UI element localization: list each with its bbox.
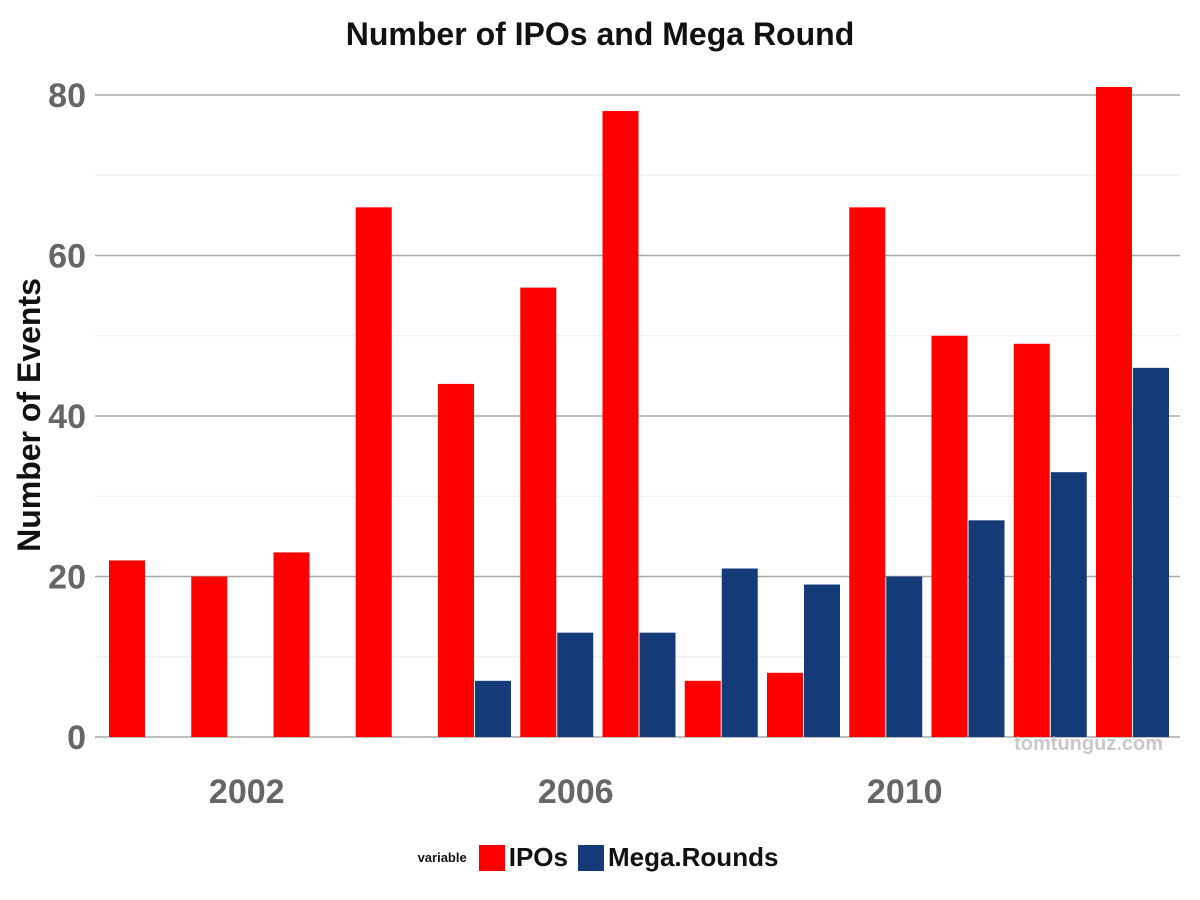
legend-swatch-mega-rounds [577,844,604,871]
bar-ipos-2006 [520,287,557,737]
watermark: tomtunguz.com [1014,733,1163,755]
bar-mega-rounds-2010 [886,576,923,737]
bar-ipos-2003 [273,552,310,737]
y-axis-label: Number of Events [11,278,47,552]
bar-ipos-2011 [931,335,968,737]
legend: variable IPOs Mega.Rounds [0,842,1200,873]
bar-mega-rounds-2006 [557,632,594,737]
bar-mega-rounds-2005 [475,680,511,737]
bar-ipos-2009 [767,672,803,737]
bar-ipos-2012 [1013,343,1050,737]
bars [109,86,1169,738]
bar-mega-rounds-2009 [804,584,840,737]
bar-mega-rounds-2013 [1133,367,1169,737]
legend-item-mega-rounds: Mega.Rounds [577,842,779,873]
x-tick-label: 2002 [209,773,285,811]
y-tick-label: 80 [48,77,86,115]
x-tick-label: 2010 [867,773,943,811]
bar-ipos-2005 [438,383,474,737]
bar-mega-rounds-2007 [639,632,676,737]
bar-ipos-2002 [191,576,228,737]
bar-ipos-2007 [602,111,639,738]
bar-ipos-2004 [355,207,392,738]
bar-ipos-2008 [684,680,721,737]
bar-ipos-2013 [1096,86,1132,738]
legend-label-ipos: IPOs [508,842,568,872]
y-axis-ticks: 0 20 40 60 80 [48,77,86,757]
legend-label-mega-rounds: Mega.Rounds [607,842,779,872]
y-tick-label: 60 [48,238,86,276]
bar-mega-rounds-2012 [1050,472,1087,737]
x-axis-ticks: 2002 2006 2010 [209,773,943,811]
legend-title: variable [417,850,467,865]
y-tick-label: 40 [48,398,86,436]
x-tick-label: 2006 [538,773,614,811]
bar-mega-rounds-2011 [968,520,1005,737]
bar-mega-rounds-2008 [721,568,758,737]
bar-ipos-2010 [849,207,886,738]
legend-item-ipos: IPOs [478,842,568,873]
y-tick-label: 20 [48,559,86,597]
legend-swatch-ipos [478,844,505,871]
bar-ipos-2001 [109,560,145,737]
y-tick-label: 0 [67,719,86,757]
chart-title: Number of IPOs and Mega Round [345,16,855,52]
